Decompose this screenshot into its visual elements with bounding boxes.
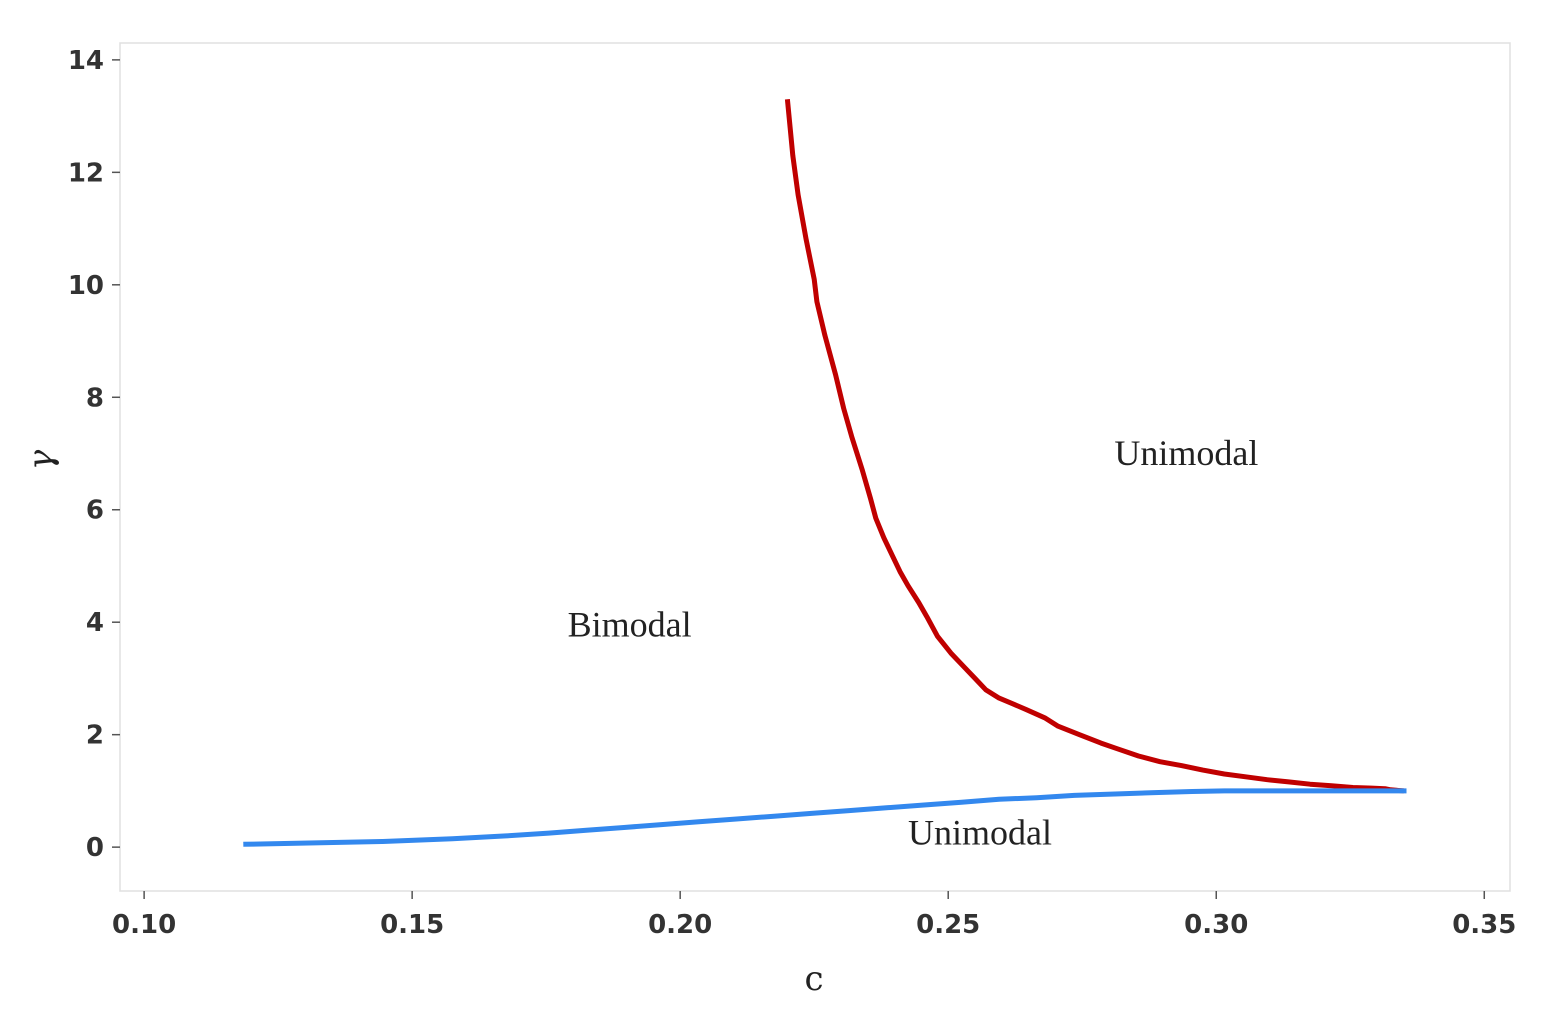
y-tick-label: 6: [86, 496, 104, 526]
x-axis: 0.10 0.15 0.20 0.25 0.30 0.35: [112, 891, 1516, 940]
red-boundary-curve: [784, 98, 1405, 794]
blue-boundary-curve: [243, 788, 1407, 847]
y-tick-label: 10: [68, 271, 104, 301]
x-tick-label: 0.10: [112, 910, 176, 940]
y-axis-label: γ: [21, 449, 61, 470]
y-tick-label: 2: [86, 721, 104, 751]
y-axis: 0 2 4 6 8 10 12 14: [68, 46, 120, 863]
region-annotation: Bimodal: [568, 604, 692, 644]
region-annotation: Unimodal: [1114, 433, 1258, 473]
x-axis-label: c: [804, 959, 823, 999]
x-tick-label: 0.25: [916, 910, 980, 940]
y-tick-label: 0: [86, 833, 104, 863]
y-tick-label: 14: [68, 46, 104, 76]
x-tick-label: 0.35: [1452, 910, 1516, 940]
series-layer: [243, 98, 1407, 847]
annotation-layer: Unimodal Bimodal Unimodal: [568, 433, 1259, 853]
y-tick-label: 12: [68, 158, 104, 188]
plot-frame: [119, 42, 1511, 892]
region-annotation: Unimodal: [908, 812, 1052, 852]
x-tick-label: 0.20: [648, 910, 712, 940]
x-tick-label: 0.15: [380, 910, 444, 940]
y-tick-label: 8: [86, 383, 104, 413]
x-tick-label: 0.30: [1184, 910, 1248, 940]
y-tick-label: 4: [86, 608, 104, 638]
